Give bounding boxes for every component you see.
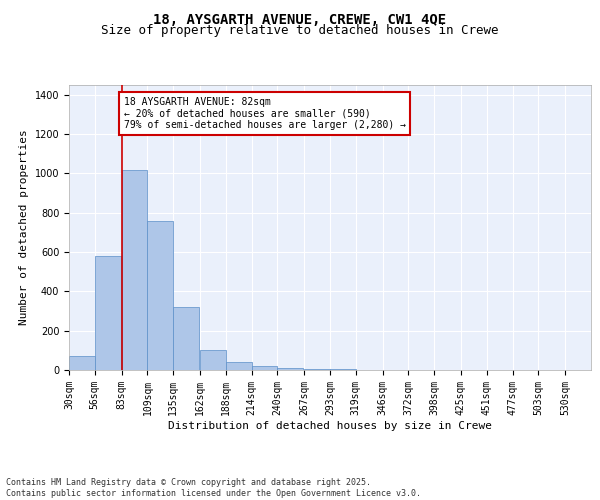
Bar <box>226 362 251 370</box>
Bar <box>200 350 226 370</box>
Bar <box>251 366 277 370</box>
Bar <box>95 256 121 370</box>
X-axis label: Distribution of detached houses by size in Crewe: Distribution of detached houses by size … <box>168 420 492 430</box>
Bar <box>304 369 330 370</box>
Bar <box>148 220 173 370</box>
Y-axis label: Number of detached properties: Number of detached properties <box>19 130 29 326</box>
Bar <box>277 368 303 370</box>
Bar <box>122 170 148 370</box>
Text: Size of property relative to detached houses in Crewe: Size of property relative to detached ho… <box>101 24 499 37</box>
Text: 18, AYSGARTH AVENUE, CREWE, CW1 4QE: 18, AYSGARTH AVENUE, CREWE, CW1 4QE <box>154 12 446 26</box>
Text: 18 AYSGARTH AVENUE: 82sqm
← 20% of detached houses are smaller (590)
79% of semi: 18 AYSGARTH AVENUE: 82sqm ← 20% of detac… <box>124 97 406 130</box>
Bar <box>173 307 199 370</box>
Text: Contains HM Land Registry data © Crown copyright and database right 2025.
Contai: Contains HM Land Registry data © Crown c… <box>6 478 421 498</box>
Bar <box>69 356 95 370</box>
